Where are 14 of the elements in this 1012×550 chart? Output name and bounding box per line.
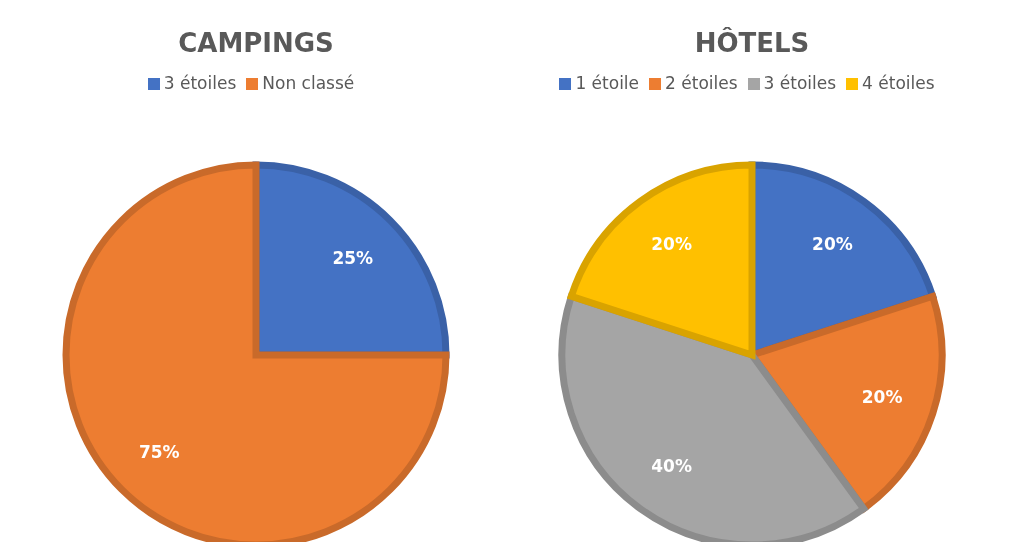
chart-title: HÔTELS xyxy=(693,26,811,60)
data-label: 25% xyxy=(332,248,374,269)
data-label: 40% xyxy=(651,455,692,476)
legend-label: 3 étoiles xyxy=(763,73,837,93)
data-label: 75% xyxy=(138,441,180,462)
data-label: 20% xyxy=(812,234,853,255)
data-label: 20% xyxy=(861,387,903,408)
legend-label: 2 étoiles xyxy=(665,73,738,93)
legend-label: 3 étoiles xyxy=(163,73,237,93)
data-label: 20% xyxy=(651,234,692,255)
chart-title: CAMPINGS xyxy=(177,27,335,60)
legend-label: 4 étoiles xyxy=(862,73,935,93)
legend-label: 1 étoile xyxy=(575,73,640,93)
legend-label: Non classé xyxy=(262,73,355,93)
